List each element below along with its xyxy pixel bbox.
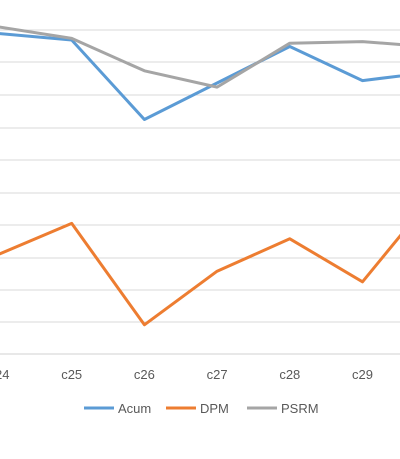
- series-lines: [0, 25, 400, 327]
- legend: Acum DPM PSRM: [84, 401, 319, 416]
- x-tick-label: c24: [0, 367, 9, 382]
- series-line-dpm: [0, 221, 400, 327]
- x-tick-label: c26: [134, 367, 155, 382]
- gridlines: [0, 29, 400, 355]
- legend-label-dpm: DPM: [200, 401, 229, 416]
- series-line-acum: [0, 32, 400, 121]
- x-tick-label: c25: [61, 367, 82, 382]
- x-tick-label: c28: [279, 367, 300, 382]
- series-line-psrm: [0, 25, 400, 89]
- x-axis-tick-labels: c24c25c26c27c28c29c30: [0, 367, 373, 382]
- x-tick-label: c29: [352, 367, 373, 382]
- x-tick-label: c27: [207, 367, 228, 382]
- legend-label-acum: Acum: [118, 401, 151, 416]
- legend-label-psrm: PSRM: [281, 401, 319, 416]
